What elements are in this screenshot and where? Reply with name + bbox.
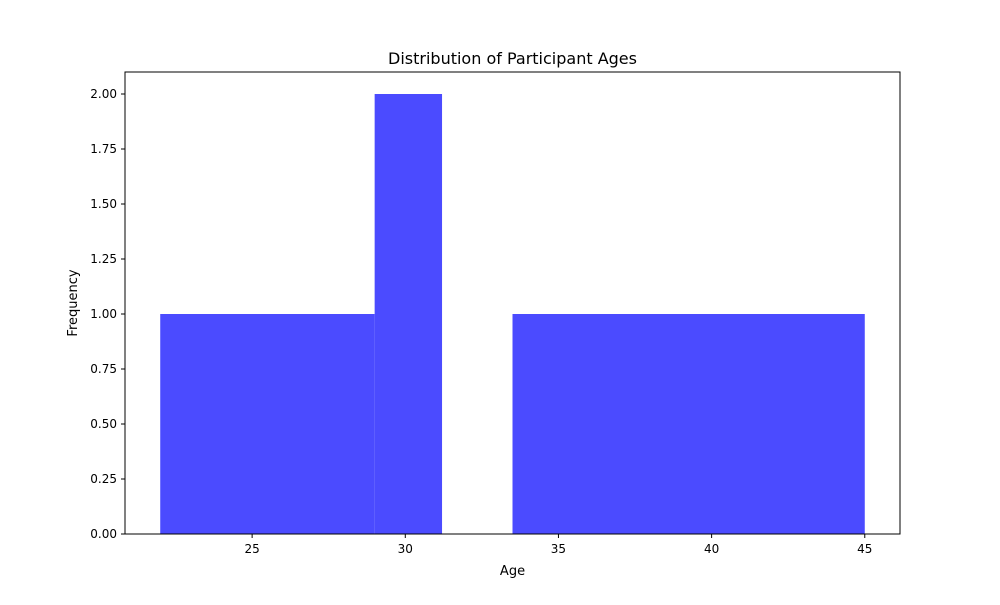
y-tick-label: 1.25 bbox=[90, 252, 117, 266]
chart-title: Distribution of Participant Ages bbox=[388, 49, 637, 68]
y-tick-label: 0.25 bbox=[90, 472, 117, 486]
x-tick-label: 30 bbox=[398, 542, 413, 556]
x-axis-label: Age bbox=[500, 564, 525, 579]
histogram-bar-1 bbox=[160, 314, 375, 534]
plot-frame bbox=[124, 71, 901, 535]
x-tick-label: 35 bbox=[551, 542, 566, 556]
y-tick-label: 1.75 bbox=[90, 142, 117, 156]
y-tick-label: 0.50 bbox=[90, 417, 117, 431]
y-tick-label: 2.00 bbox=[90, 87, 117, 101]
y-axis-ticks: 0.00 0.25 0.50 0.75 1.00 1.25 1.50 1.75 2.00 bbox=[90, 87, 125, 541]
x-tick-label: 40 bbox=[704, 542, 719, 556]
x-axis-ticks: 25 30 35 40 45 bbox=[244, 534, 872, 556]
y-tick-label: 1.00 bbox=[90, 307, 117, 321]
y-tick-label: 0.00 bbox=[90, 527, 117, 541]
histogram-bar-3 bbox=[512, 314, 865, 534]
x-tick-label: 25 bbox=[244, 542, 259, 556]
x-tick-label: 45 bbox=[857, 542, 872, 556]
y-tick-label: 1.50 bbox=[90, 197, 117, 211]
y-axis-label: Frequency bbox=[66, 269, 81, 336]
histogram-bar-2 bbox=[374, 94, 443, 534]
histogram-bars bbox=[160, 94, 865, 534]
y-tick-label: 0.75 bbox=[90, 362, 117, 376]
